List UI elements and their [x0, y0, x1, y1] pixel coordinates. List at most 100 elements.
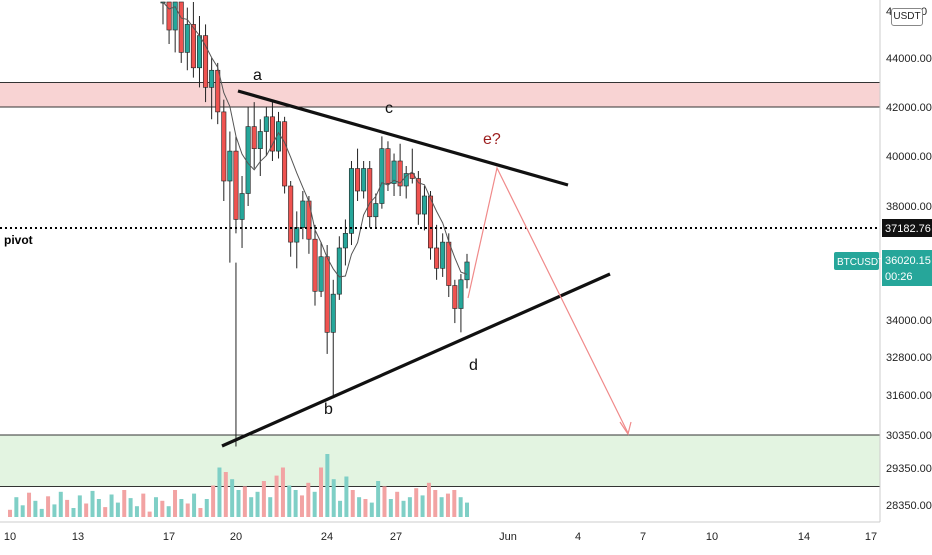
- wave-label-b: b: [324, 401, 333, 418]
- candle-body: [452, 285, 458, 309]
- candle-body: [373, 203, 379, 218]
- candle-body: [263, 116, 269, 132]
- volume-bar: [357, 497, 362, 517]
- candle-body: [227, 150, 233, 182]
- volume-bar: [103, 507, 108, 517]
- volume-bar: [458, 497, 463, 517]
- candle-body: [300, 200, 306, 228]
- volume-bar: [363, 499, 368, 517]
- candle-body: [464, 261, 470, 281]
- volume-bar: [299, 495, 304, 517]
- overlays-layer: pivot a b c d e?: [0, 67, 880, 448]
- volume-bar: [445, 493, 450, 517]
- time-tick-label: 17: [865, 531, 877, 543]
- volume-bar: [249, 497, 254, 517]
- volume-bar: [109, 494, 114, 517]
- time-tick-label: 10: [706, 531, 718, 543]
- volume-bar: [230, 479, 235, 517]
- volume-bar: [439, 497, 444, 517]
- price-tick-label: 32800.00: [886, 352, 932, 364]
- time-tick-label: 27: [390, 531, 402, 543]
- candle-body: [233, 150, 239, 220]
- time-tick-label: 17: [163, 531, 175, 543]
- volume-bar: [319, 467, 324, 517]
- volume-bar: [242, 486, 247, 517]
- volume-bar: [407, 497, 412, 517]
- candle-body: [318, 256, 324, 292]
- candle-body: [196, 35, 202, 69]
- candle-body: [434, 247, 440, 269]
- volume-bar: [160, 500, 165, 517]
- volume-bar: [223, 472, 228, 517]
- wave-label-c: c: [385, 100, 393, 117]
- volume-bar: [350, 490, 355, 517]
- candle-body: [166, 1, 172, 31]
- candle-body: [361, 168, 367, 192]
- wave-label-e: e?: [483, 131, 501, 148]
- volume-bar: [433, 490, 438, 517]
- time-tick-label: 7: [640, 531, 646, 543]
- price-tick-label: 34000.00: [886, 315, 932, 327]
- volume-bar: [331, 479, 336, 517]
- price-tick-label: 42000.00: [886, 102, 932, 114]
- volume-bar: [153, 497, 158, 517]
- volume-bar: [268, 497, 273, 517]
- candle-body: [330, 293, 336, 333]
- candle-body: [184, 24, 190, 53]
- candle-body: [403, 173, 409, 187]
- volume-bar: [211, 485, 216, 517]
- current-price-tag: [882, 250, 932, 286]
- candle-body: [385, 148, 391, 184]
- moving-average-line: [162, 1, 468, 278]
- volume-bar: [20, 505, 25, 517]
- volume-bar: [39, 508, 44, 517]
- volume-bar: [293, 490, 298, 517]
- time-axis[interactable]: 10 13 17 20 24 27 Jun 4 7 10 14 17: [0, 521, 880, 543]
- candle-body: [391, 160, 397, 184]
- candle-body: [251, 126, 257, 149]
- price-tick-label: 40000.00: [886, 151, 932, 163]
- volume-bar: [465, 502, 469, 517]
- volume-bar: [90, 490, 95, 517]
- volume-bar: [185, 503, 190, 517]
- volume-bar: [52, 504, 57, 517]
- moving-average-layer: [162, 1, 468, 278]
- candle-body: [215, 69, 221, 113]
- zone-resistance: [0, 82, 880, 107]
- price-tick-label: 29350.00: [886, 463, 932, 475]
- pivot-price-tag: [882, 219, 932, 237]
- candle-body: [458, 279, 464, 309]
- candle-body: [312, 238, 318, 292]
- candle-body: [269, 116, 275, 152]
- candle-body: [379, 148, 385, 204]
- volume-bar: [122, 490, 127, 517]
- candles-layer: [160, 1, 470, 447]
- volume-bar: [198, 508, 203, 517]
- volume-bar: [426, 482, 431, 517]
- candle-body: [190, 24, 196, 69]
- candle-body: [397, 160, 403, 187]
- candle-body: [288, 185, 294, 243]
- candle-body: [282, 121, 288, 187]
- time-tick-label: 4: [575, 531, 581, 543]
- price-axis[interactable]: 44000.00 42000.00 40000.00 38000.00 34000.00…: [834, 0, 932, 522]
- volume-bar: [261, 481, 266, 517]
- candle-body: [336, 247, 342, 295]
- volume-bar: [134, 506, 139, 517]
- candle-body: [221, 111, 227, 182]
- time-tick-label: 10: [4, 531, 16, 543]
- volume-bar: [376, 481, 381, 517]
- volume-bar: [14, 497, 19, 517]
- volume-bar: [204, 499, 209, 517]
- candle-body: [348, 168, 354, 234]
- lower-trendline: [221, 272, 611, 448]
- volume-bar: [166, 506, 171, 517]
- currency-badge[interactable]: USDT: [891, 8, 923, 26]
- volume-bar: [344, 476, 349, 517]
- volume-bar: [179, 499, 184, 517]
- volume-bar: [236, 490, 241, 517]
- candle-body: [446, 241, 452, 286]
- pivot-label: pivot: [4, 233, 33, 247]
